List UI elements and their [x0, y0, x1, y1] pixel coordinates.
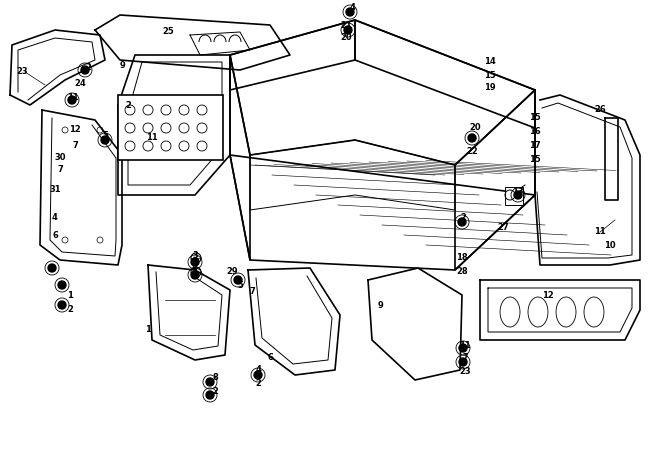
Text: 18: 18 [456, 254, 468, 263]
Text: 2: 2 [85, 64, 91, 73]
Circle shape [459, 358, 467, 366]
Text: 3: 3 [192, 250, 198, 259]
Text: 22: 22 [466, 147, 478, 156]
Text: 2: 2 [67, 306, 73, 314]
Text: 27: 27 [497, 224, 509, 233]
Text: 15: 15 [529, 155, 541, 164]
Text: 8: 8 [49, 265, 55, 275]
Text: 10: 10 [604, 241, 616, 249]
Text: 30: 30 [54, 154, 66, 162]
Text: 7: 7 [249, 287, 255, 297]
Circle shape [191, 271, 199, 279]
Text: 1: 1 [145, 326, 151, 335]
Text: 25: 25 [162, 28, 174, 37]
Text: 28: 28 [456, 268, 468, 277]
Text: 9: 9 [119, 60, 125, 70]
Circle shape [254, 371, 262, 379]
Circle shape [58, 301, 66, 309]
Text: 11: 11 [67, 93, 79, 102]
Circle shape [234, 276, 242, 284]
Text: 7: 7 [72, 140, 78, 149]
Text: 8: 8 [212, 373, 218, 382]
Text: 7: 7 [57, 166, 63, 175]
Circle shape [81, 66, 89, 74]
Text: 26: 26 [594, 105, 606, 115]
Text: 6: 6 [52, 231, 58, 240]
Text: 9: 9 [377, 300, 383, 309]
Bar [505, 187, 523, 205]
Text: 11: 11 [146, 133, 158, 142]
Text: 1: 1 [67, 291, 73, 300]
Text: 20: 20 [469, 124, 481, 132]
Circle shape [58, 281, 66, 289]
Circle shape [68, 96, 76, 104]
Text: 13: 13 [512, 188, 524, 197]
Text: 23: 23 [459, 367, 471, 376]
Text: 12: 12 [542, 291, 554, 300]
Text: 5: 5 [237, 280, 243, 290]
Text: 24: 24 [74, 79, 86, 88]
Circle shape [346, 8, 354, 16]
Text: 2: 2 [212, 388, 218, 396]
Circle shape [191, 258, 199, 266]
Text: 11: 11 [459, 341, 471, 350]
Text: 7: 7 [462, 353, 468, 363]
Circle shape [206, 378, 214, 386]
Text: 21: 21 [340, 21, 352, 29]
Text: 2: 2 [255, 379, 261, 388]
Circle shape [459, 344, 467, 352]
Text: 20: 20 [340, 34, 352, 43]
Text: 11: 11 [594, 227, 606, 236]
Circle shape [101, 136, 109, 144]
Circle shape [514, 191, 522, 199]
Circle shape [48, 264, 56, 272]
Circle shape [206, 391, 214, 399]
Text: 4: 4 [255, 366, 261, 374]
Text: 19: 19 [484, 83, 496, 93]
Text: 15: 15 [529, 114, 541, 123]
Text: 6: 6 [267, 353, 273, 363]
Text: 16: 16 [529, 127, 541, 137]
Text: 14: 14 [484, 58, 496, 66]
Text: 4: 4 [52, 213, 58, 222]
Text: 2: 2 [125, 101, 131, 110]
Text: 12: 12 [69, 125, 81, 134]
Text: 4: 4 [192, 263, 198, 272]
Text: 15: 15 [484, 71, 496, 80]
Text: 4: 4 [349, 3, 355, 13]
Text: 31: 31 [49, 185, 61, 195]
Circle shape [344, 26, 352, 34]
Bar [118, 95, 223, 160]
Text: 17: 17 [529, 141, 541, 151]
Circle shape [468, 134, 476, 142]
Text: 5: 5 [102, 131, 108, 139]
Text: 23: 23 [16, 67, 28, 76]
Text: 2: 2 [460, 213, 466, 222]
Circle shape [458, 218, 466, 226]
Text: 29: 29 [226, 268, 238, 277]
